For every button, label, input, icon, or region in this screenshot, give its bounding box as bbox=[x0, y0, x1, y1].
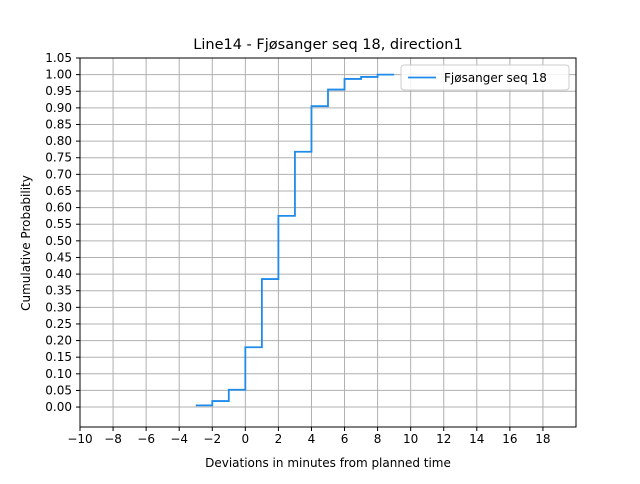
x-tick-label: −6 bbox=[137, 432, 155, 446]
y-tick-label: 0.65 bbox=[45, 184, 72, 198]
x-tick-label: 4 bbox=[308, 432, 316, 446]
y-tick-label: 0.90 bbox=[45, 101, 72, 115]
y-tick-label: 0.60 bbox=[45, 201, 72, 215]
y-tick-label: 0.10 bbox=[45, 367, 72, 381]
chart-title: Line14 - Fjøsanger seq 18, direction1 bbox=[193, 37, 462, 53]
y-tick-label: 0.75 bbox=[45, 151, 72, 165]
y-tick-label: 0.00 bbox=[45, 400, 72, 414]
x-tick-label: −8 bbox=[104, 432, 122, 446]
legend-entry-label: Fjøsanger seq 18 bbox=[444, 71, 547, 85]
y-tick-label: 0.70 bbox=[45, 167, 72, 181]
y-tick-label: 0.55 bbox=[45, 217, 72, 231]
x-axis-label: Deviations in minutes from planned time bbox=[205, 456, 451, 470]
x-tick-label: −4 bbox=[170, 432, 188, 446]
x-tick-label: 18 bbox=[535, 432, 550, 446]
y-tick-label: 0.05 bbox=[45, 383, 72, 397]
y-axis-ticks: 0.00 0.05 0.10 0.15 0.20 0.25 0.30 0.35 0.40 0.45… bbox=[45, 51, 80, 414]
y-tick-label: 0.95 bbox=[45, 84, 72, 98]
x-tick-label: 8 bbox=[374, 432, 382, 446]
legend: Fjøsanger seq 18 bbox=[400, 64, 570, 91]
y-tick-label: 1.00 bbox=[45, 68, 72, 82]
y-tick-label: 0.80 bbox=[45, 134, 72, 148]
y-tick-label: 0.45 bbox=[45, 250, 72, 264]
x-tick-label: 12 bbox=[436, 432, 451, 446]
y-tick-label: 1.05 bbox=[45, 51, 72, 65]
y-tick-label: 0.15 bbox=[45, 350, 72, 364]
series-layer bbox=[195, 73, 395, 407]
y-tick-label: 0.20 bbox=[45, 334, 72, 348]
x-tick-label: −10 bbox=[67, 432, 92, 446]
x-tick-label: 0 bbox=[242, 432, 250, 446]
x-tick-label: 6 bbox=[341, 432, 349, 446]
y-tick-label: 0.85 bbox=[45, 117, 72, 131]
y-tick-label: 0.35 bbox=[45, 284, 72, 298]
series-line-step bbox=[195, 73, 395, 407]
x-tick-label: 2 bbox=[275, 432, 283, 446]
x-axis-ticks: −10 −8 −6 −4 −2 0 2 4 6 8 10 12 14 16 18 bbox=[67, 427, 551, 446]
plot-frame bbox=[79, 57, 577, 428]
y-axis-label: Cumulative Probability bbox=[19, 175, 33, 311]
y-tick-label: 0.40 bbox=[45, 267, 72, 281]
x-tick-label: 16 bbox=[502, 432, 517, 446]
x-tick-label: 10 bbox=[403, 432, 418, 446]
x-tick-label: 14 bbox=[469, 432, 484, 446]
y-tick-label: 0.30 bbox=[45, 300, 72, 314]
x-tick-label: −2 bbox=[203, 432, 221, 446]
y-tick-label: 0.25 bbox=[45, 317, 72, 331]
legend-box bbox=[400, 64, 570, 91]
y-tick-label: 0.50 bbox=[45, 234, 72, 248]
